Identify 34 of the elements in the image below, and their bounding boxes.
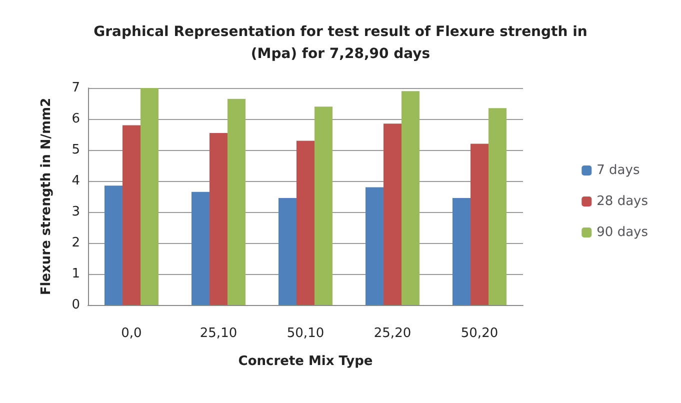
bar <box>402 91 420 305</box>
y-tick-label: 3 <box>72 204 80 220</box>
bar <box>296 140 314 305</box>
x-tick-label: 50,20 <box>460 326 498 341</box>
y-tick-label: 4 <box>72 174 80 188</box>
x-tick-label: 50,10 <box>286 326 324 341</box>
y-tick-label: 1 <box>72 266 80 282</box>
legend-label: 7 days <box>596 163 640 178</box>
y-tick-label: 6 <box>72 112 80 126</box>
legend-label: 28 days <box>596 194 648 209</box>
bar <box>488 108 506 305</box>
bar <box>278 198 296 305</box>
x-tick-label: 25,20 <box>374 326 412 341</box>
bar <box>210 132 228 305</box>
y-tick-label: 0 <box>72 298 80 312</box>
y-tick-label: 2 <box>72 236 80 250</box>
bar <box>104 186 122 305</box>
bar <box>452 198 470 305</box>
chart-title: Graphical Representation for test result of Flexure strength in (Mpa) for 7,28,90 days <box>94 24 588 62</box>
x-tick-label: 25,10 <box>200 326 238 341</box>
y-tick-label: 5 <box>72 142 80 158</box>
bar <box>122 125 140 305</box>
x-tick-label: 0,0 <box>121 326 142 341</box>
y-axis-title: Flexure strength in N/mm2 <box>39 98 54 296</box>
y-tick-label: 7 <box>72 80 80 96</box>
bar <box>470 144 488 305</box>
legend-label: 90 days <box>596 225 648 240</box>
bar <box>192 192 210 305</box>
bar <box>366 187 384 305</box>
bar <box>228 98 246 305</box>
x-axis-title: Concrete Mix Type <box>238 354 373 369</box>
bar <box>384 124 402 305</box>
bar <box>314 106 332 305</box>
bar <box>140 88 158 305</box>
